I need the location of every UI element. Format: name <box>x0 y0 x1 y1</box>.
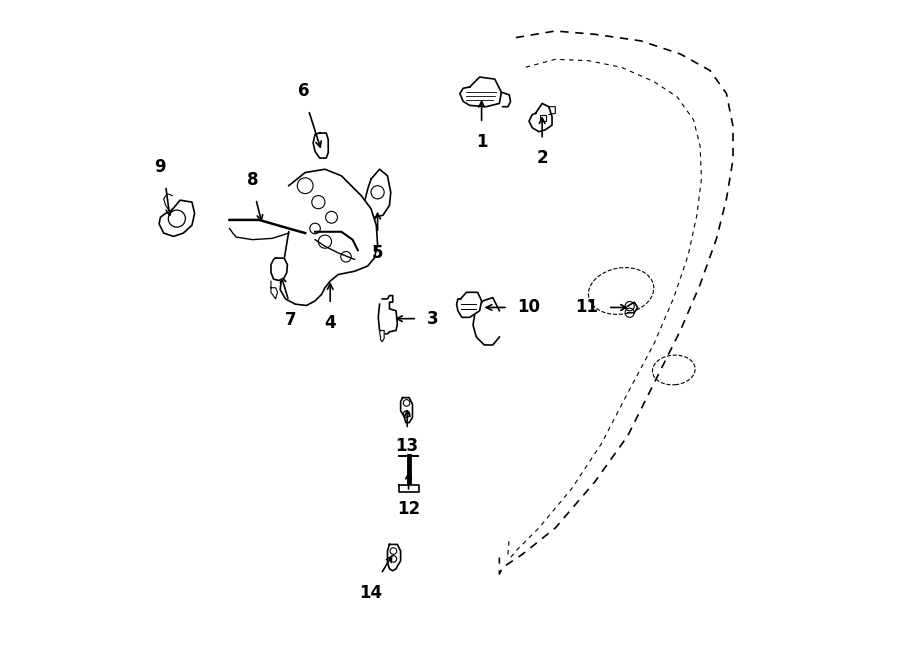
Text: 13: 13 <box>396 437 418 455</box>
Polygon shape <box>460 77 501 106</box>
Text: 9: 9 <box>155 158 166 176</box>
Polygon shape <box>456 292 482 317</box>
Polygon shape <box>627 302 637 313</box>
Text: 5: 5 <box>372 244 383 262</box>
Polygon shape <box>388 545 400 570</box>
Text: 6: 6 <box>298 82 310 100</box>
Text: 2: 2 <box>536 149 548 167</box>
Polygon shape <box>313 133 328 158</box>
Text: 14: 14 <box>359 584 382 602</box>
Polygon shape <box>380 330 384 342</box>
Polygon shape <box>399 485 419 492</box>
Text: 10: 10 <box>518 299 540 317</box>
Text: 1: 1 <box>476 133 487 151</box>
Polygon shape <box>400 398 412 422</box>
Text: 4: 4 <box>324 314 336 332</box>
Polygon shape <box>364 169 391 217</box>
Bar <box>539 114 546 121</box>
Text: 11: 11 <box>575 299 598 317</box>
Polygon shape <box>378 295 397 334</box>
Polygon shape <box>529 103 552 132</box>
Text: 8: 8 <box>247 171 258 189</box>
Polygon shape <box>159 200 194 237</box>
Text: 12: 12 <box>397 500 420 518</box>
Text: 3: 3 <box>427 309 438 328</box>
Polygon shape <box>280 169 378 305</box>
Text: 7: 7 <box>285 311 296 329</box>
Polygon shape <box>271 258 287 280</box>
